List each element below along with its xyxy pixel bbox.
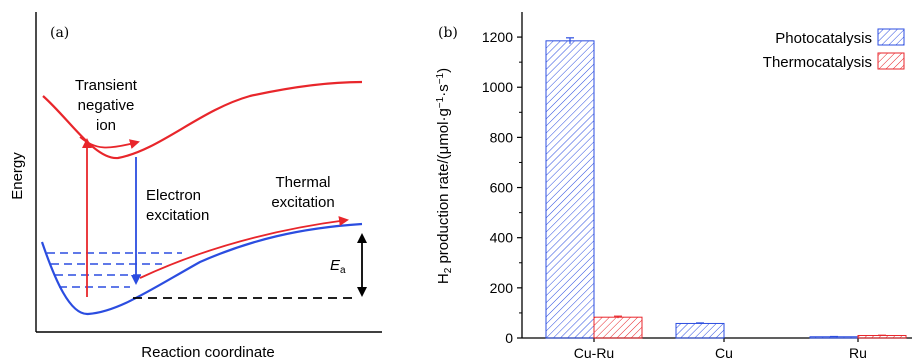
bar-Cu-Photocatalysis [675, 322, 725, 339]
y-tick-label-600: 600 [490, 180, 514, 196]
y-tick-label-1000: 1000 [482, 79, 513, 95]
panel-b-label: (b) [438, 25, 458, 41]
panel-a-ylabel: Energy [9, 152, 26, 200]
thermal-excitation-arrow [139, 216, 349, 279]
legend-label-Photocatalysis: Photocatalysis [775, 30, 872, 47]
transient-ion-arrow [79, 136, 140, 149]
ea-label: Ea [330, 257, 346, 276]
ground-state-curve [40, 222, 363, 316]
y-tick-label-200: 200 [490, 280, 514, 296]
thermal-label-line2: excitation [271, 194, 334, 211]
y-tick-label-0: 0 [505, 330, 513, 346]
thermal-label-line1: Thermal [275, 174, 330, 191]
panel-b-bars [545, 37, 907, 339]
bar-Ru-Thermocatalysis [857, 334, 907, 339]
electron-label-line2: excitation [146, 207, 209, 224]
x-tick-label-Cu-Ru: Cu-Ru [574, 345, 614, 360]
legend-label-Thermocatalysis: Thermocatalysis [763, 54, 872, 71]
transient-label-line1: Transient [75, 77, 138, 94]
bar-Cu-Ru-Thermocatalysis [593, 316, 643, 339]
panel-b-ylabel: H2 production rate/(μmol·g−1·s−1) [435, 68, 454, 284]
transient-label-line3: ion [96, 117, 116, 134]
panel-a-xlabel: Reaction coordinate [141, 344, 274, 360]
y-tick-label-1200: 1200 [482, 29, 513, 45]
legend-swatch-Photocatalysis [877, 28, 905, 46]
transient-label-line2: negative [78, 97, 135, 114]
x-tick-label-Cu: Cu [715, 345, 733, 360]
y-tick-label-400: 400 [490, 230, 514, 246]
legend-swatch-Thermocatalysis [877, 52, 905, 70]
x-tick-label-Ru: Ru [849, 345, 867, 360]
panel-b-bar-chart: (b) H2 production rate/(μmol·g−1·s−1) 0 2… [435, 12, 912, 360]
panel-a-energy-diagram: (a) Energy Reaction coordinate Transient… [9, 12, 382, 360]
bar-Cu-Ru-Photocatalysis [545, 40, 595, 339]
electron-label-line1: Electron [146, 187, 201, 204]
y-tick-label-800: 800 [490, 129, 514, 145]
panel-a-label: (a) [50, 25, 69, 41]
panel-b-legend: Photocatalysis Thermocatalysis [763, 28, 905, 71]
